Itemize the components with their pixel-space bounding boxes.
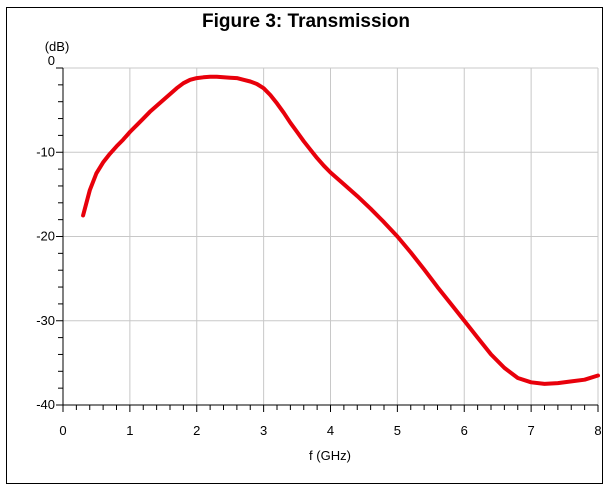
y-axis-label: (dB) [45, 39, 70, 54]
tick-marks [56, 67, 599, 412]
x-tick-label: 6 [461, 423, 468, 438]
x-tick-label: 3 [260, 423, 267, 438]
chart-title: Figure 3: Transmission [202, 11, 410, 32]
transmission-series-line [81, 74, 600, 386]
x-axis-label: f (GHz) [309, 448, 351, 463]
y-tick-label: -40 [36, 397, 55, 412]
tick-labels: 0 1 2 3 4 5 6 7 8 0 -10 -20 -30 -40 [36, 53, 601, 438]
x-tick-label: 1 [126, 423, 133, 438]
x-tick-label: 4 [327, 423, 334, 438]
y-tick-label: -10 [36, 144, 55, 159]
x-tick-label: 5 [394, 423, 401, 438]
series-layer [81, 74, 600, 386]
x-tick-label: 2 [193, 423, 200, 438]
grid-lines [63, 67, 599, 405]
y-tick-label: 0 [48, 53, 55, 68]
x-tick-label: 7 [528, 423, 535, 438]
x-tick-label: 8 [594, 423, 601, 438]
y-tick-label: -30 [36, 313, 55, 328]
x-tick-label: 0 [59, 423, 66, 438]
y-tick-label: -20 [36, 229, 55, 244]
